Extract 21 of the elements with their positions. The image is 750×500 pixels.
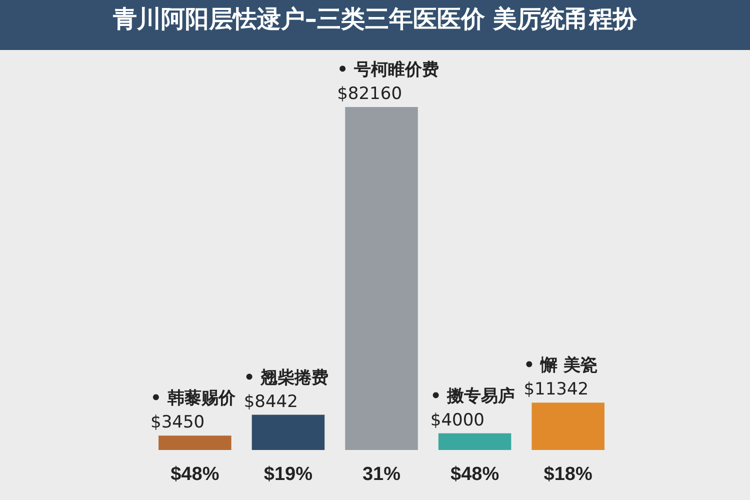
- data-label: $82160: [337, 84, 402, 104]
- data-label: $8442: [244, 392, 298, 412]
- annotation: • 翘柴捲费: [244, 368, 329, 388]
- bar: [532, 402, 604, 450]
- bar: [345, 107, 418, 450]
- chart-title: 青川阿阳层怯逯户–三类三年医医价 美厉统甬程扮: [112, 5, 638, 33]
- data-label: $3450: [150, 412, 205, 433]
- data-label: $11342: [524, 380, 589, 400]
- data-label: $4000: [430, 410, 485, 430]
- text: • 号柯睢价费: [337, 60, 439, 80]
- annotation: • 懈 美瓷: [524, 356, 598, 376]
- annotation: • 韩藜赐价: [150, 388, 236, 409]
- x-tick-label: $48%: [170, 464, 220, 486]
- x-tick-label: $19%: [264, 464, 313, 486]
- x-tick-label: 31%: [362, 464, 401, 486]
- annotation: • 擞专易庐: [430, 386, 516, 406]
- bar: [438, 433, 512, 450]
- x-tick-label: $18%: [544, 464, 592, 486]
- x-tick-label: $48%: [450, 464, 500, 486]
- bar: [158, 436, 232, 450]
- bar: [252, 414, 325, 450]
